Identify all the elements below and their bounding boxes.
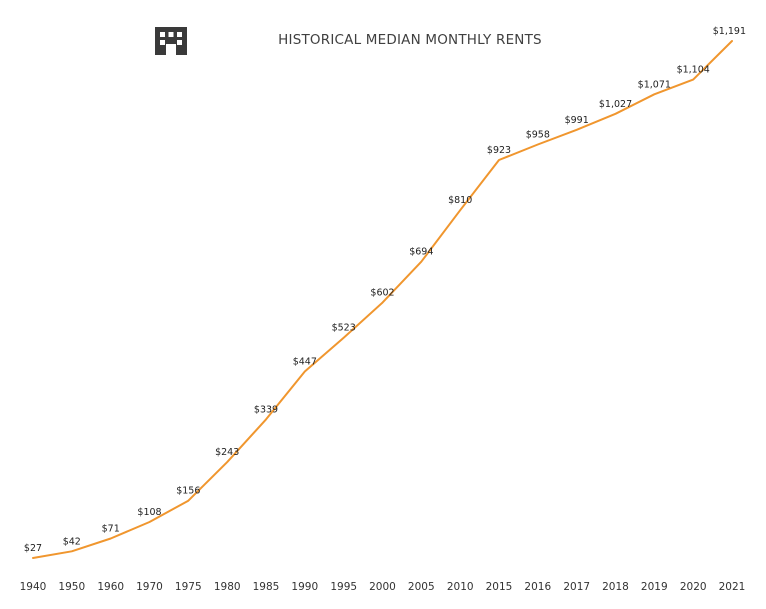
x-tick-2017: 2017 (563, 581, 590, 593)
x-tick-1985: 1985 (253, 581, 280, 593)
data-label-1975: $156 (176, 486, 200, 497)
data-label-2020: $1,104 (677, 65, 710, 76)
x-tick-2021: 2021 (719, 581, 746, 593)
data-label-2021: $1,191 (713, 26, 746, 37)
data-label-1985: $339 (254, 404, 278, 415)
x-tick-2018: 2018 (602, 581, 629, 593)
data-label-1950: $42 (63, 536, 81, 547)
data-label-2005: $694 (409, 247, 433, 258)
series-line (32, 40, 733, 559)
data-labels: $27 $42 $71 $108 $156 $243 $339 $447 $523 $602 $69… (24, 26, 746, 554)
x-tick-2000: 2000 (369, 581, 396, 593)
x-tick-1995: 1995 (330, 581, 357, 593)
x-tick-1950: 1950 (58, 581, 85, 593)
x-axis-tick-labels: 1940 1950 1960 1970 1975 1980 1985 1990 1995 2000… (20, 581, 746, 593)
data-label-2018: $1,027 (599, 99, 632, 110)
x-tick-2020: 2020 (680, 581, 707, 593)
x-tick-2005: 2005 (408, 581, 435, 593)
x-tick-1970: 1970 (136, 581, 163, 593)
data-label-1970: $108 (137, 507, 161, 518)
x-tick-1990: 1990 (291, 581, 318, 593)
data-label-2015: $923 (487, 145, 511, 156)
x-tick-2019: 2019 (641, 581, 668, 593)
data-label-2019: $1,071 (638, 79, 671, 90)
data-label-1960: $71 (102, 524, 120, 535)
chart-title: HISTORICAL MEDIAN MONTHLY RENTS (278, 32, 542, 48)
data-label-1990: $447 (293, 357, 317, 368)
x-tick-1975: 1975 (175, 581, 202, 593)
data-label-1940: $27 (24, 543, 42, 554)
data-label-2010: $810 (448, 195, 472, 206)
data-label-1995: $523 (332, 323, 356, 334)
data-label-1980: $243 (215, 447, 239, 458)
data-label-2017: $991 (565, 115, 589, 126)
building-icon (155, 27, 187, 55)
x-tick-1960: 1960 (97, 581, 124, 593)
x-tick-1980: 1980 (214, 581, 241, 593)
data-label-2000: $602 (370, 288, 394, 299)
data-label-2016: $958 (526, 130, 550, 141)
x-tick-2016: 2016 (524, 581, 551, 593)
x-tick-2010: 2010 (447, 581, 474, 593)
x-tick-1940: 1940 (20, 581, 47, 593)
x-tick-2015: 2015 (486, 581, 513, 593)
